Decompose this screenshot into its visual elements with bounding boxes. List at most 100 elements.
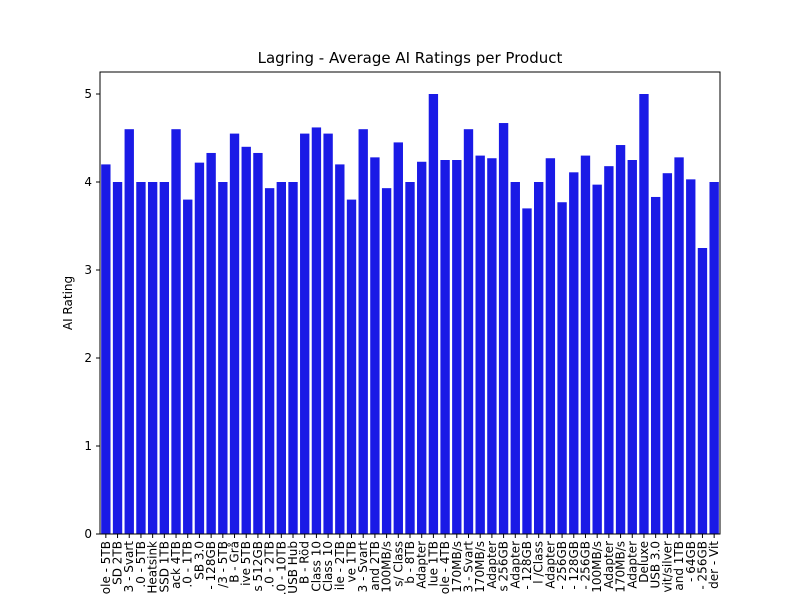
- bar: [557, 202, 567, 535]
- y-tick-label: 4: [84, 175, 92, 189]
- bar: [510, 182, 520, 534]
- x-tick-label: B - Röd: [298, 541, 312, 584]
- bar: [674, 157, 684, 535]
- x-tick-label: .0 - 2TB: [263, 541, 277, 588]
- x-tick-label: 170MB/s: [614, 541, 628, 593]
- bar: [335, 164, 345, 534]
- bar: [417, 161, 427, 534]
- bar: [101, 164, 111, 534]
- bar: [159, 182, 170, 534]
- x-tick-label: 170MB/s: [473, 541, 487, 593]
- x-tick-label: b - 8TB: [403, 541, 417, 584]
- bar: [370, 157, 380, 535]
- x-tick-label: der - Vit: [707, 541, 721, 589]
- x-tick-label: ile - 2TB: [333, 541, 347, 590]
- bar: [358, 129, 368, 534]
- x-tick-label: Adapter: [485, 541, 499, 589]
- x-tick-label: vit/silver: [660, 541, 674, 593]
- x-tick-label: ive 5TB: [239, 541, 253, 586]
- bar: [627, 160, 637, 534]
- y-tick-label: 1: [84, 439, 92, 453]
- x-tick-label: /3 - 5TB: [216, 541, 230, 588]
- x-tick-label: SSD 1TB: [157, 541, 171, 593]
- y-tick-label: 5: [84, 87, 92, 101]
- bar: [487, 158, 497, 535]
- x-tick-label: .0 - 10TB: [274, 541, 288, 595]
- bar: [276, 182, 286, 534]
- bar: [300, 133, 310, 534]
- bar: [475, 155, 485, 534]
- x-tick-label: - 128GB: [567, 541, 581, 590]
- x-tick-label: B - Grå: [228, 541, 242, 583]
- x-tick-label: 3 - Svart: [122, 541, 136, 593]
- x-tick-label: .0 - 1TB: [181, 541, 195, 588]
- y-tick-label: 2: [84, 351, 92, 365]
- bar: [545, 158, 556, 535]
- bar: [615, 145, 626, 535]
- bar: [650, 196, 661, 534]
- x-tick-label: Class 10: [309, 541, 323, 592]
- y-tick-label: 0: [84, 527, 92, 541]
- bar: [381, 188, 392, 534]
- bar: [288, 182, 298, 534]
- bar: [428, 94, 439, 534]
- x-tick-label: ack 4TB: [169, 541, 183, 589]
- bar: [311, 127, 322, 534]
- x-tick-label: SD 2TB: [111, 541, 125, 585]
- x-tick-label: Heatsink: [146, 541, 160, 594]
- x-tick-label: - 256GB: [695, 541, 709, 590]
- x-tick-label: ole - 4TB: [438, 541, 452, 594]
- x-tick-label: s 256GB: [497, 541, 511, 592]
- bar: [194, 162, 205, 534]
- x-tick-label: Deluxe: [637, 541, 651, 583]
- x-tick-label: and 1TB: [672, 541, 686, 591]
- y-tick-label: 3: [84, 263, 92, 277]
- bar: [346, 199, 357, 534]
- bar: [136, 182, 146, 534]
- x-tick-label: USB 3.0: [649, 541, 663, 589]
- chart-title: Lagring - Average AI Ratings per Product: [258, 49, 563, 67]
- bar: [440, 160, 450, 534]
- x-tick-label: - 256GB: [555, 541, 569, 590]
- y-axis-label: AI Rating: [61, 276, 75, 330]
- x-tick-label: s/ Class: [391, 541, 405, 587]
- bar: [393, 142, 403, 534]
- x-tick-label: .0 - 5TB: [134, 541, 148, 588]
- bar: [147, 182, 158, 534]
- bar: [124, 129, 134, 534]
- x-tick-label: 3 - Svart: [356, 541, 370, 593]
- plot-frame: [99, 71, 721, 535]
- x-tick-label: ole - 5TB: [99, 541, 113, 594]
- bar: [206, 152, 216, 534]
- bar: [463, 129, 474, 534]
- x-tick-label: - 128GB: [204, 541, 218, 590]
- bar: [498, 123, 509, 534]
- x-tick-label: Adapter: [602, 541, 616, 589]
- bar: [686, 179, 696, 535]
- x-tick-label: 3 - Svart: [461, 541, 475, 593]
- bar: [569, 172, 579, 534]
- bar: [183, 199, 193, 534]
- x-tick-label: - 64GB: [684, 541, 698, 582]
- bar: [592, 184, 602, 534]
- x-tick-label: 100MB/s: [380, 541, 394, 593]
- x-tick-label: s 512GB: [251, 541, 265, 592]
- bar: [662, 173, 673, 534]
- x-tick-label: Adapter: [508, 541, 522, 589]
- x-tick-label: Adapter: [543, 541, 557, 589]
- bar: [264, 188, 275, 534]
- bar: [452, 160, 462, 534]
- bar: [323, 133, 333, 534]
- bar: [604, 166, 614, 534]
- x-tick-label: Class 10: [321, 541, 335, 592]
- bar: [709, 182, 719, 534]
- bar: [253, 152, 263, 534]
- bar: [639, 94, 649, 534]
- x-tick-label: SB 3.0: [192, 541, 206, 580]
- bar: [229, 133, 240, 534]
- bar: [241, 146, 251, 535]
- bar: [534, 182, 544, 534]
- x-tick-label: - 128GB: [520, 541, 534, 590]
- bar: [218, 182, 228, 534]
